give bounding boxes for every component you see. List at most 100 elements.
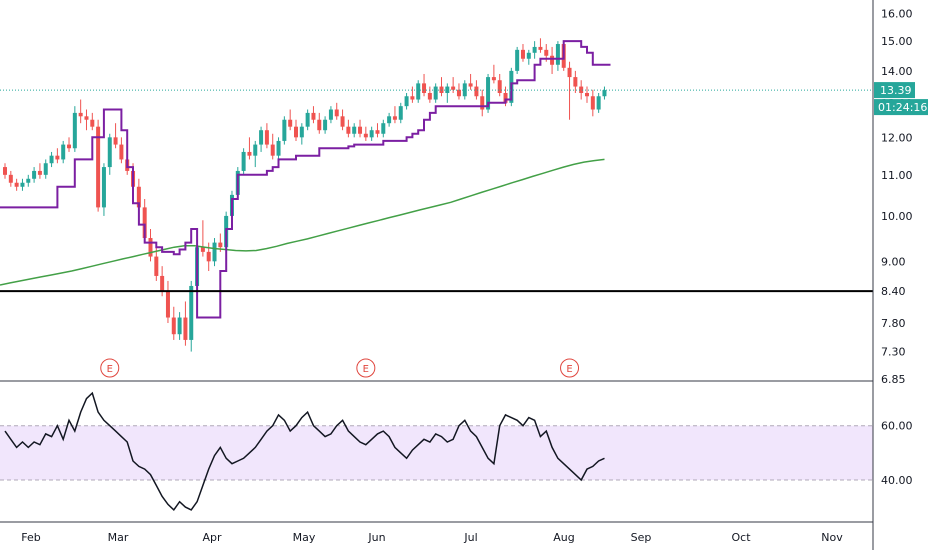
time-axis[interactable]: Feb Mar Apr May Jun Jul Aug Sep Oct Nov	[21, 531, 843, 544]
candle-body	[61, 144, 66, 160]
candle-body	[352, 126, 357, 134]
candle-body	[247, 151, 252, 156]
candle-body	[526, 52, 531, 59]
candle-body	[189, 285, 194, 340]
candle	[200, 220, 205, 257]
candle	[381, 119, 386, 138]
candle	[352, 123, 357, 138]
candle-body	[96, 126, 101, 208]
candle	[468, 73, 473, 90]
candle	[276, 137, 281, 160]
time-tick-label: Feb	[21, 531, 40, 544]
rsi-axis[interactable]: 60.00 40.00	[881, 420, 913, 487]
price-axis[interactable]: 16.0015.0014.0013.0012.0011.0010.009.008…	[881, 7, 913, 386]
candle-body	[456, 89, 461, 97]
candle	[49, 151, 54, 168]
candle-body	[26, 178, 31, 183]
candle-body	[416, 83, 421, 100]
candle	[550, 46, 555, 74]
candle	[61, 140, 66, 164]
last-price-tag-box	[874, 82, 915, 99]
candle	[305, 109, 310, 131]
candle-body	[311, 112, 316, 120]
candle	[264, 123, 269, 149]
candle-body	[119, 144, 124, 160]
candle	[526, 49, 531, 65]
candle-body	[78, 112, 83, 117]
last-price-tag-text: 13.39	[880, 84, 912, 97]
candle-body	[160, 275, 165, 292]
candle-body	[515, 49, 520, 71]
time-tick-label: Oct	[731, 531, 751, 544]
time-tick-label: May	[293, 531, 316, 544]
candle	[328, 106, 333, 124]
candle-body	[550, 55, 555, 65]
candle-body	[538, 46, 543, 50]
candle	[340, 109, 345, 131]
candle	[78, 99, 83, 124]
candle-body	[72, 112, 77, 149]
time-tick-label: Jun	[367, 531, 385, 544]
candle-body	[113, 137, 118, 145]
candle	[253, 140, 258, 168]
trailing-stop-line	[0, 40, 611, 319]
candle	[491, 64, 496, 84]
candle-body	[387, 116, 392, 124]
candle-body	[462, 83, 467, 97]
candle-body	[328, 109, 333, 120]
price-tick-label: 15.00	[881, 35, 913, 48]
price-tick-label: 16.00	[881, 7, 913, 20]
candle-body	[532, 46, 537, 53]
candle	[520, 44, 525, 62]
candle-body	[154, 256, 159, 276]
candle	[369, 126, 374, 141]
candle	[177, 312, 182, 340]
candle-body	[14, 182, 19, 187]
time-tick-label: Apr	[202, 531, 222, 544]
earnings-marker[interactable]: E	[560, 358, 580, 378]
price-tick-label: 6.85	[881, 373, 906, 386]
time-tick-label: Sep	[631, 531, 652, 544]
candle	[323, 116, 328, 134]
sma-line	[0, 158, 605, 286]
candle	[294, 119, 298, 141]
countdown-tag-text: 01:24:16	[878, 101, 927, 114]
candle-body	[468, 83, 473, 87]
candle	[410, 86, 415, 103]
earnings-marker-circle	[560, 358, 580, 378]
candle-body	[270, 144, 275, 156]
candle	[189, 280, 194, 352]
candle	[387, 112, 392, 127]
candle	[334, 102, 339, 120]
earnings-marker-label: E	[363, 364, 369, 375]
candle-body	[433, 86, 438, 100]
candle	[67, 137, 72, 152]
candle	[212, 238, 217, 267]
candle	[585, 86, 589, 103]
candle-body	[49, 155, 54, 164]
earnings-marker[interactable]: E	[100, 358, 120, 378]
candle	[119, 137, 124, 164]
candle-body	[317, 119, 322, 131]
candle-body	[37, 170, 42, 175]
candle	[555, 41, 560, 71]
candle-body	[602, 90, 607, 97]
last-price-tag: 13.39	[874, 82, 915, 99]
candle-body	[90, 119, 95, 127]
candle	[282, 116, 287, 145]
candle	[259, 126, 264, 152]
candle	[148, 229, 153, 262]
candle-body	[346, 126, 351, 134]
candle-body	[520, 49, 525, 59]
candle	[113, 123, 118, 149]
candle	[363, 126, 368, 141]
candle	[14, 178, 19, 191]
candle	[532, 41, 537, 59]
earnings-marker[interactable]: E	[356, 358, 376, 378]
candle-body	[101, 167, 106, 208]
candle	[427, 86, 432, 103]
candle-body	[480, 96, 485, 110]
candle	[404, 92, 409, 110]
